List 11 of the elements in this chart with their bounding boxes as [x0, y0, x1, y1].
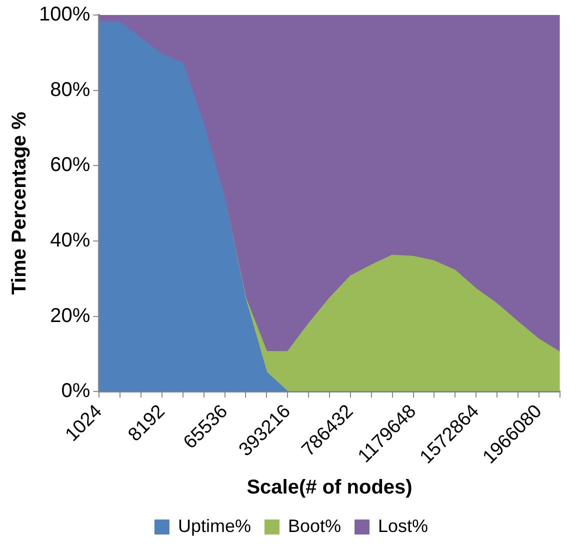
y-tick-label: 0% — [61, 380, 90, 402]
legend-label: Lost% — [378, 516, 428, 536]
y-tick-label: 80% — [50, 78, 90, 101]
y-axis-title: Time Percentage % — [8, 112, 31, 295]
legend-label: Uptime% — [178, 516, 251, 536]
x-axis-title: Scale(# of nodes) — [246, 476, 412, 499]
y-tick-label: 20% — [50, 304, 90, 327]
y-tick-label: 60% — [50, 154, 90, 176]
y-tick-label: 40% — [50, 229, 90, 252]
legend-label: Boot% — [288, 516, 342, 536]
y-tick-label: 100% — [38, 4, 90, 26]
